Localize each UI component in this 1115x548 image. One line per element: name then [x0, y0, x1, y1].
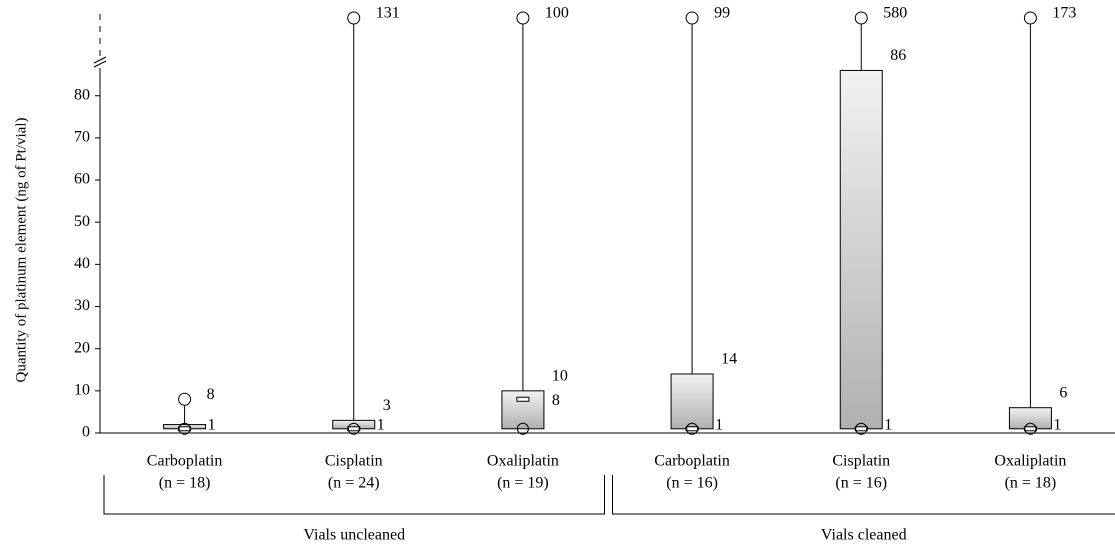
box: [670, 373, 714, 430]
group-label: Vials uncleaned: [303, 527, 405, 544]
min-marker: [516, 422, 529, 435]
median: [854, 426, 868, 432]
n-label: (n = 18): [1005, 475, 1057, 492]
axis-break: [93, 60, 107, 68]
y-axis-label: Quantity of platinum element (ng of Pt/v…: [13, 118, 29, 383]
median-label: 8: [552, 392, 560, 409]
max-label: 131: [376, 5, 400, 22]
x-tick-label: Cisplatin: [325, 453, 383, 470]
q3-label: 86: [890, 47, 906, 64]
n-label: (n = 16): [666, 475, 718, 492]
min-marker: [1024, 422, 1037, 435]
min-marker: [686, 422, 699, 435]
x-tick-label: Carboplatin: [147, 453, 223, 470]
min-marker: [178, 422, 191, 435]
y-tick-label: 30: [74, 297, 90, 314]
axis-break: [93, 56, 107, 64]
y-tick-label: 60: [74, 171, 90, 188]
max-marker: [347, 11, 361, 25]
median: [178, 426, 192, 432]
group-bracket: [612, 475, 1115, 515]
y-tick-label: 50: [74, 213, 90, 230]
n-label: (n = 16): [835, 475, 887, 492]
box: [501, 390, 545, 430]
min-marker: [347, 422, 360, 435]
max-label: 99: [714, 5, 730, 22]
box: [839, 69, 883, 430]
n-label: (n = 19): [497, 475, 549, 492]
min-label: 1: [715, 416, 723, 433]
q3-label: 6: [1059, 384, 1067, 401]
min-label: 1: [377, 416, 385, 433]
median: [1023, 426, 1037, 432]
max-marker: [854, 11, 868, 25]
x-tick-label: Carboplatin: [654, 453, 730, 470]
y-tick-label: 10: [74, 382, 90, 399]
n-label: (n = 18): [159, 475, 211, 492]
min-marker: [855, 422, 868, 435]
median: [685, 426, 699, 432]
box: [1008, 407, 1052, 430]
y-tick-label: 0: [82, 424, 90, 441]
q3-label: 14: [721, 351, 737, 368]
y-tick-label: 20: [74, 339, 90, 356]
min-label: 1: [1053, 416, 1061, 433]
y-tick-label: 70: [74, 129, 90, 146]
max-marker: [516, 11, 530, 25]
max-label: 100: [545, 5, 569, 22]
max-marker: [1023, 11, 1037, 25]
q3-label: 10: [552, 368, 568, 385]
group-bracket: [103, 475, 605, 515]
x-tick-label: Oxaliplatin: [487, 453, 559, 470]
max-label: 580: [883, 5, 907, 22]
n-label: (n = 24): [328, 475, 380, 492]
q3-label: 3: [383, 397, 391, 414]
group-label: Vials cleaned: [821, 527, 907, 544]
max-label: 173: [1052, 5, 1076, 22]
median: [516, 396, 530, 402]
min-label: 1: [208, 416, 216, 433]
x-tick-label: Oxaliplatin: [994, 453, 1066, 470]
max-marker: [178, 392, 192, 406]
max-label: 8: [207, 386, 215, 403]
y-tick-label: 80: [74, 86, 90, 103]
x-tick-label: Cisplatin: [832, 453, 890, 470]
max-marker: [685, 11, 699, 25]
min-label: 1: [884, 416, 892, 433]
median: [347, 426, 361, 432]
y-tick-label: 40: [74, 255, 90, 272]
